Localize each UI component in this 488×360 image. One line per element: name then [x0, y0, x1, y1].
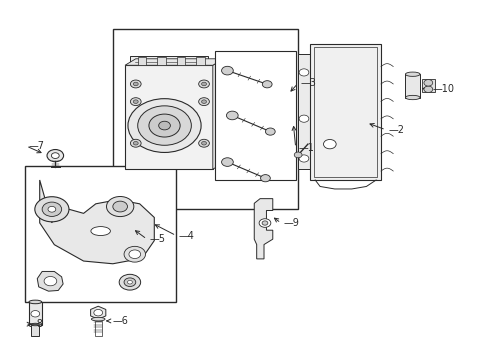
Circle shape [130, 98, 141, 105]
Bar [421, 78, 434, 92]
Circle shape [35, 197, 69, 222]
Bar [130, 56, 207, 65]
Bar [314, 46, 376, 177]
Circle shape [124, 278, 136, 287]
Circle shape [299, 115, 308, 122]
Circle shape [299, 69, 308, 76]
Bar [157, 57, 165, 65]
Circle shape [198, 80, 209, 88]
Bar [405, 74, 419, 98]
Circle shape [119, 274, 141, 290]
Bar [310, 44, 380, 180]
Text: —4: —4 [178, 231, 194, 240]
Circle shape [299, 155, 308, 162]
Polygon shape [254, 199, 272, 259]
Text: —2: —2 [387, 125, 404, 135]
Polygon shape [37, 271, 63, 291]
Text: —3: —3 [300, 78, 316, 88]
Bar [125, 65, 212, 169]
Circle shape [130, 80, 141, 88]
Ellipse shape [29, 300, 41, 304]
Bar [298, 54, 311, 169]
Circle shape [262, 81, 271, 88]
Bar [31, 324, 39, 336]
Ellipse shape [29, 323, 41, 327]
Bar [196, 57, 204, 65]
Text: —8: —8 [27, 319, 43, 329]
Circle shape [94, 310, 102, 316]
Circle shape [294, 152, 302, 158]
Circle shape [198, 139, 209, 147]
Bar [138, 57, 146, 65]
Ellipse shape [405, 72, 419, 76]
Text: —1: —1 [298, 143, 313, 153]
Ellipse shape [91, 318, 105, 321]
Circle shape [201, 100, 206, 103]
Ellipse shape [31, 323, 39, 326]
Circle shape [130, 139, 141, 147]
Circle shape [133, 82, 138, 86]
Ellipse shape [405, 95, 419, 100]
Polygon shape [125, 59, 223, 65]
Ellipse shape [91, 226, 110, 235]
Bar [25, 166, 176, 302]
Circle shape [221, 66, 233, 75]
Circle shape [201, 141, 206, 145]
Circle shape [158, 121, 170, 130]
Circle shape [260, 175, 270, 182]
Circle shape [201, 82, 206, 86]
Circle shape [262, 221, 267, 225]
Circle shape [226, 111, 238, 120]
Text: —6: —6 [113, 316, 128, 326]
Circle shape [48, 206, 56, 212]
Circle shape [423, 86, 432, 93]
Bar [176, 57, 185, 65]
Circle shape [44, 276, 57, 286]
Polygon shape [212, 59, 223, 169]
Circle shape [127, 280, 132, 284]
Circle shape [106, 197, 134, 217]
Circle shape [47, 149, 63, 162]
Circle shape [323, 139, 335, 149]
Circle shape [138, 106, 191, 145]
Text: —7: —7 [28, 141, 44, 151]
Circle shape [42, 202, 61, 216]
Polygon shape [40, 180, 154, 264]
Circle shape [51, 153, 59, 158]
Circle shape [259, 219, 270, 227]
Circle shape [265, 128, 275, 135]
Circle shape [198, 98, 209, 105]
Circle shape [133, 141, 138, 145]
Circle shape [423, 80, 432, 86]
Circle shape [31, 311, 40, 317]
Circle shape [221, 158, 233, 166]
Circle shape [133, 100, 138, 103]
Circle shape [128, 99, 201, 152]
Bar [113, 30, 298, 209]
Text: —9: —9 [283, 218, 299, 228]
Bar [29, 302, 41, 325]
Circle shape [149, 114, 180, 137]
Bar [215, 51, 295, 180]
Circle shape [124, 246, 145, 262]
Circle shape [129, 250, 141, 258]
Circle shape [113, 201, 127, 212]
Bar [95, 321, 102, 336]
Text: —5: —5 [149, 234, 165, 244]
Text: —10: —10 [431, 84, 453, 94]
